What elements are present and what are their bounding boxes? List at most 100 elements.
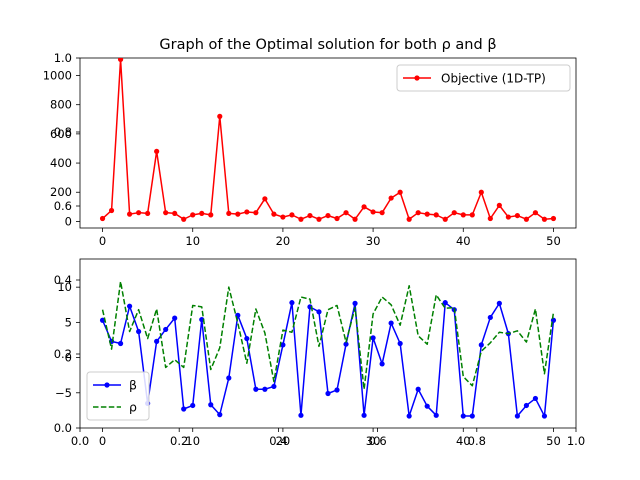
top-series-0-point (397, 189, 403, 195)
bottom-series-1-line (101, 280, 555, 391)
top-series-0-point (316, 216, 322, 222)
bottom-series-0-point (172, 315, 178, 321)
bottom-series-0-point (99, 317, 106, 323)
bottom-series-0-point (406, 413, 412, 419)
top-series-0-point (469, 212, 475, 218)
top-series-0-point (496, 202, 502, 208)
top-series-0-point (127, 211, 133, 217)
bottom-legend-marker (104, 382, 110, 388)
top-series-0-point (460, 212, 466, 218)
top-series-0-point (550, 215, 557, 222)
bottom-series-0-point (127, 303, 133, 309)
bottom-series-0-point (181, 406, 187, 412)
top-legend-box (396, 64, 571, 92)
bottom-y-tick-label: 5 (65, 315, 72, 329)
top-series-0-point (117, 58, 124, 63)
bottom-series-0-point (424, 403, 430, 409)
bottom-series-0-point (325, 390, 331, 397)
bottom-series-0-point (379, 361, 385, 367)
bottom-series-0-point (523, 402, 530, 409)
top-y-tick-label: 400 (50, 156, 72, 170)
top-y-tick-label: 800 (50, 98, 72, 112)
top-series-0-point (271, 211, 277, 217)
bottom-x-tick-label: 20 (276, 434, 291, 448)
top-series-0-point (442, 216, 448, 222)
top-series-0-point (235, 211, 241, 217)
bottom-series-0-point (370, 335, 376, 341)
top-series-0-point (99, 215, 106, 222)
top-x-tick-label: 0 (99, 234, 106, 248)
top-subplot: 0 10 20 30 40 50 0 200 400 600 800 1000 Objective (1… (43, 57, 577, 248)
top-series-0-point (181, 216, 187, 222)
bottom-axes-frame (79, 258, 577, 429)
bottom-series-0-point (514, 413, 520, 419)
top-series-0-point (334, 215, 340, 222)
bottom-y-tick-label: 0 (65, 351, 72, 365)
top-series-0-point (289, 212, 295, 218)
bottom-series-0-point (280, 342, 286, 348)
bottom-series-0-point (352, 300, 358, 306)
top-series-0-point (244, 209, 250, 215)
bottom-series-0-point (316, 309, 322, 315)
bottom-series-0-point (298, 412, 304, 418)
top-series-0-point (433, 212, 439, 218)
bottom-series-0-point (253, 386, 259, 392)
top-series-0-point (523, 216, 530, 222)
bottom-series-0-point (541, 413, 548, 419)
bottom-series-0-point (190, 402, 196, 409)
figure-title: Graph of the Optimal solution for both ρ… (159, 37, 496, 53)
bottom-y-tick-label: −5 (55, 386, 72, 400)
bottom-series-0-point (343, 341, 349, 347)
top-series-0-point (388, 195, 394, 201)
bottom-series-0-point (117, 340, 124, 347)
top-x-tick-label: 10 (185, 234, 200, 248)
ghost-x-tick-label: 0.4 (269, 434, 287, 448)
ghost-y-tick-label: 0.8 (54, 125, 72, 139)
bottom-y-tick-label: 10 (57, 280, 72, 294)
top-series-0-point (505, 214, 511, 220)
top-y-tick-label: 200 (50, 185, 72, 199)
bottom-legend: βρ (86, 371, 150, 421)
top-x-tick-label: 30 (366, 234, 381, 248)
ghost-y-tick-label: 1.0 (54, 51, 72, 65)
bottom-subplot: 0 10 20 30 40 50 −5 0 5 10 βρ (55, 258, 577, 448)
top-y-tick-label: 0 (65, 214, 72, 228)
top-series-0-point (406, 216, 412, 222)
bottom-series-0-point (262, 386, 268, 392)
top-legend: Objective (1D-TP) (396, 64, 571, 92)
bottom-series-0-point (244, 335, 250, 342)
top-series-0-point (190, 212, 196, 218)
top-legend-label: Objective (1D-TP) (441, 72, 546, 86)
top-series-0-point (478, 189, 484, 195)
top-plot-area (99, 58, 557, 222)
top-series-0-point (541, 216, 548, 222)
ghost-y-tick-label: 0.4 (54, 273, 72, 287)
ghost-axes: 0.0 0.2 0.4 0.6 0.8 1.0 0.0 0.2 0.4 0.6 0.8 1.0 (54, 51, 585, 448)
top-legend-marker (414, 75, 420, 81)
ghost-x-tick-label: 0.8 (468, 434, 486, 448)
bottom-series-0-point (496, 300, 502, 306)
bottom-series-0-point (388, 320, 394, 326)
top-series-0-point (514, 212, 520, 219)
top-series-0-point (208, 212, 214, 218)
ghost-x-tick-label: 1.0 (567, 434, 585, 448)
bottom-series-0-point (433, 412, 439, 418)
bottom-x-tick-label: 10 (185, 434, 200, 448)
bottom-x-tick-label: 30 (366, 434, 381, 448)
bottom-x-tick-label: 0 (99, 434, 106, 448)
top-series-0-point (262, 196, 268, 202)
bottom-series-0-point (478, 342, 484, 348)
top-series-0-point (226, 210, 232, 217)
bottom-series-0-point (442, 300, 448, 306)
top-series-0-point (253, 210, 259, 216)
top-series-0-point (108, 207, 115, 214)
top-series-0-point (451, 210, 457, 216)
top-x-tick-label: 40 (456, 234, 471, 248)
top-x-tick-label: 20 (276, 234, 291, 248)
top-series-0-point (352, 216, 358, 222)
top-y-tick-label: 600 (50, 127, 72, 141)
top-series-0-point (136, 210, 142, 216)
top-series-0-point (343, 210, 349, 216)
bottom-series-0-point (487, 314, 493, 321)
